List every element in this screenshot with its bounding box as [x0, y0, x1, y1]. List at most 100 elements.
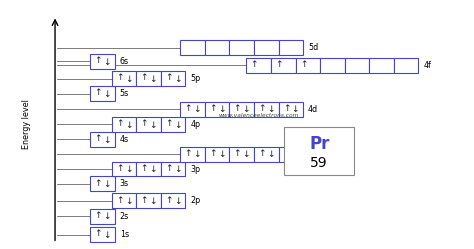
- Bar: [229, 147, 254, 162]
- Bar: [137, 71, 161, 86]
- Bar: [180, 147, 205, 162]
- Text: ↑: ↑: [116, 164, 123, 173]
- Bar: [246, 58, 271, 72]
- Text: ↑: ↑: [95, 134, 102, 143]
- Text: 3d: 3d: [308, 150, 318, 159]
- Text: ↑: ↑: [95, 88, 102, 97]
- Bar: [91, 227, 115, 242]
- Text: ↓: ↓: [103, 90, 111, 99]
- Text: ↑: ↑: [165, 73, 173, 82]
- Text: ↓: ↓: [103, 231, 111, 240]
- Bar: [91, 132, 115, 147]
- Text: 59: 59: [310, 156, 328, 170]
- Bar: [161, 162, 185, 177]
- Bar: [137, 117, 161, 132]
- Text: ↑: ↑: [165, 164, 173, 173]
- Text: ↓: ↓: [218, 150, 225, 159]
- Text: ↓: ↓: [174, 165, 182, 174]
- Text: 4s: 4s: [120, 135, 129, 144]
- Bar: [394, 58, 419, 72]
- Text: 4d: 4d: [308, 105, 318, 114]
- Text: 1s: 1s: [120, 230, 129, 239]
- Text: ↑: ↑: [258, 104, 265, 113]
- Text: ↓: ↓: [149, 197, 157, 206]
- Bar: [161, 193, 185, 208]
- Text: ↑: ↑: [165, 195, 173, 204]
- Bar: [284, 127, 354, 175]
- Text: ↑: ↑: [209, 104, 217, 113]
- Text: ↑: ↑: [234, 104, 241, 113]
- Text: Pr: Pr: [309, 135, 329, 153]
- Bar: [320, 58, 345, 72]
- Text: Energy level: Energy level: [22, 100, 31, 149]
- Text: ↑: ↑: [116, 119, 123, 128]
- Text: 5s: 5s: [120, 89, 129, 98]
- Bar: [112, 193, 137, 208]
- Bar: [137, 193, 161, 208]
- Text: ↑: ↑: [95, 229, 102, 239]
- Bar: [271, 58, 296, 72]
- Bar: [345, 58, 369, 72]
- Text: ↓: ↓: [125, 197, 132, 206]
- Bar: [91, 209, 115, 224]
- Text: ↑: ↑: [140, 73, 148, 82]
- Text: ↑: ↑: [140, 119, 148, 128]
- Text: 3p: 3p: [190, 165, 201, 174]
- Bar: [205, 40, 229, 55]
- Text: ↓: ↓: [125, 121, 132, 130]
- Text: www.valenceelectrons.com: www.valenceelectrons.com: [218, 113, 299, 118]
- Text: ↑: ↑: [95, 179, 102, 188]
- Bar: [369, 58, 394, 72]
- Bar: [229, 102, 254, 117]
- Text: ↑: ↑: [275, 60, 283, 69]
- Text: ↓: ↓: [149, 121, 157, 130]
- Bar: [161, 71, 185, 86]
- Text: 3s: 3s: [120, 180, 129, 188]
- Text: ↓: ↓: [218, 105, 225, 114]
- Bar: [254, 147, 279, 162]
- Text: ↑: ↑: [234, 149, 241, 158]
- Text: ↓: ↓: [174, 75, 182, 84]
- Bar: [137, 162, 161, 177]
- Bar: [229, 40, 254, 55]
- Text: 2p: 2p: [190, 196, 201, 205]
- Text: 5d: 5d: [308, 43, 318, 52]
- Text: ↓: ↓: [125, 165, 132, 174]
- Text: ↑: ↑: [116, 195, 123, 204]
- Text: ↑: ↑: [184, 104, 192, 113]
- Bar: [180, 102, 205, 117]
- Text: ↓: ↓: [103, 58, 111, 66]
- Bar: [112, 162, 137, 177]
- Bar: [91, 177, 115, 191]
- Text: ↓: ↓: [174, 197, 182, 206]
- Bar: [279, 102, 303, 117]
- Text: 4p: 4p: [190, 120, 201, 129]
- Text: ↑: ↑: [251, 60, 258, 69]
- Text: ↓: ↓: [292, 150, 299, 159]
- Text: 4f: 4f: [423, 61, 431, 69]
- Bar: [279, 40, 303, 55]
- Text: ↑: ↑: [258, 149, 265, 158]
- Text: ↓: ↓: [292, 105, 299, 114]
- Bar: [161, 117, 185, 132]
- Text: ↓: ↓: [267, 150, 274, 159]
- Text: ↓: ↓: [242, 105, 250, 114]
- Text: ↓: ↓: [149, 165, 157, 174]
- Bar: [91, 54, 115, 69]
- Text: ↓: ↓: [267, 105, 274, 114]
- Text: ↓: ↓: [103, 136, 111, 145]
- Bar: [91, 86, 115, 101]
- Text: ↓: ↓: [193, 150, 201, 159]
- Text: 2s: 2s: [120, 212, 129, 221]
- Text: ↓: ↓: [193, 105, 201, 114]
- Text: ↑: ↑: [140, 195, 148, 204]
- Text: ↓: ↓: [103, 180, 111, 189]
- Text: ↓: ↓: [149, 75, 157, 84]
- Bar: [112, 117, 137, 132]
- Text: ↓: ↓: [103, 212, 111, 221]
- Text: ↑: ↑: [184, 149, 192, 158]
- Text: ↑: ↑: [300, 60, 307, 69]
- Text: ↑: ↑: [165, 119, 173, 128]
- Text: ↓: ↓: [242, 150, 250, 159]
- Text: ↑: ↑: [209, 149, 217, 158]
